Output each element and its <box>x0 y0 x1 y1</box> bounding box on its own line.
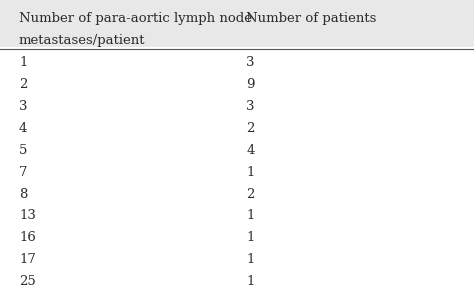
Text: 1: 1 <box>246 209 255 223</box>
Text: Number of para-aortic lymph node: Number of para-aortic lymph node <box>19 12 252 25</box>
Text: 4: 4 <box>246 144 255 157</box>
Text: 1: 1 <box>246 275 255 288</box>
Text: 3: 3 <box>19 100 27 113</box>
Text: 3: 3 <box>246 56 255 69</box>
Text: 17: 17 <box>19 253 36 266</box>
Text: 1: 1 <box>246 253 255 266</box>
Text: 7: 7 <box>19 166 27 179</box>
Text: metastases/patient: metastases/patient <box>19 34 146 47</box>
Text: 3: 3 <box>246 100 255 113</box>
Text: 4: 4 <box>19 122 27 135</box>
Text: 16: 16 <box>19 231 36 244</box>
FancyBboxPatch shape <box>0 0 474 47</box>
Text: 2: 2 <box>19 78 27 91</box>
Text: 2: 2 <box>246 122 255 135</box>
Text: 9: 9 <box>246 78 255 91</box>
Text: 8: 8 <box>19 188 27 201</box>
Text: Number of patients: Number of patients <box>246 12 377 25</box>
Text: 2: 2 <box>246 188 255 201</box>
Text: 1: 1 <box>246 231 255 244</box>
Text: 1: 1 <box>246 166 255 179</box>
Text: 5: 5 <box>19 144 27 157</box>
Text: 13: 13 <box>19 209 36 223</box>
Text: 25: 25 <box>19 275 36 288</box>
Text: 1: 1 <box>19 56 27 69</box>
